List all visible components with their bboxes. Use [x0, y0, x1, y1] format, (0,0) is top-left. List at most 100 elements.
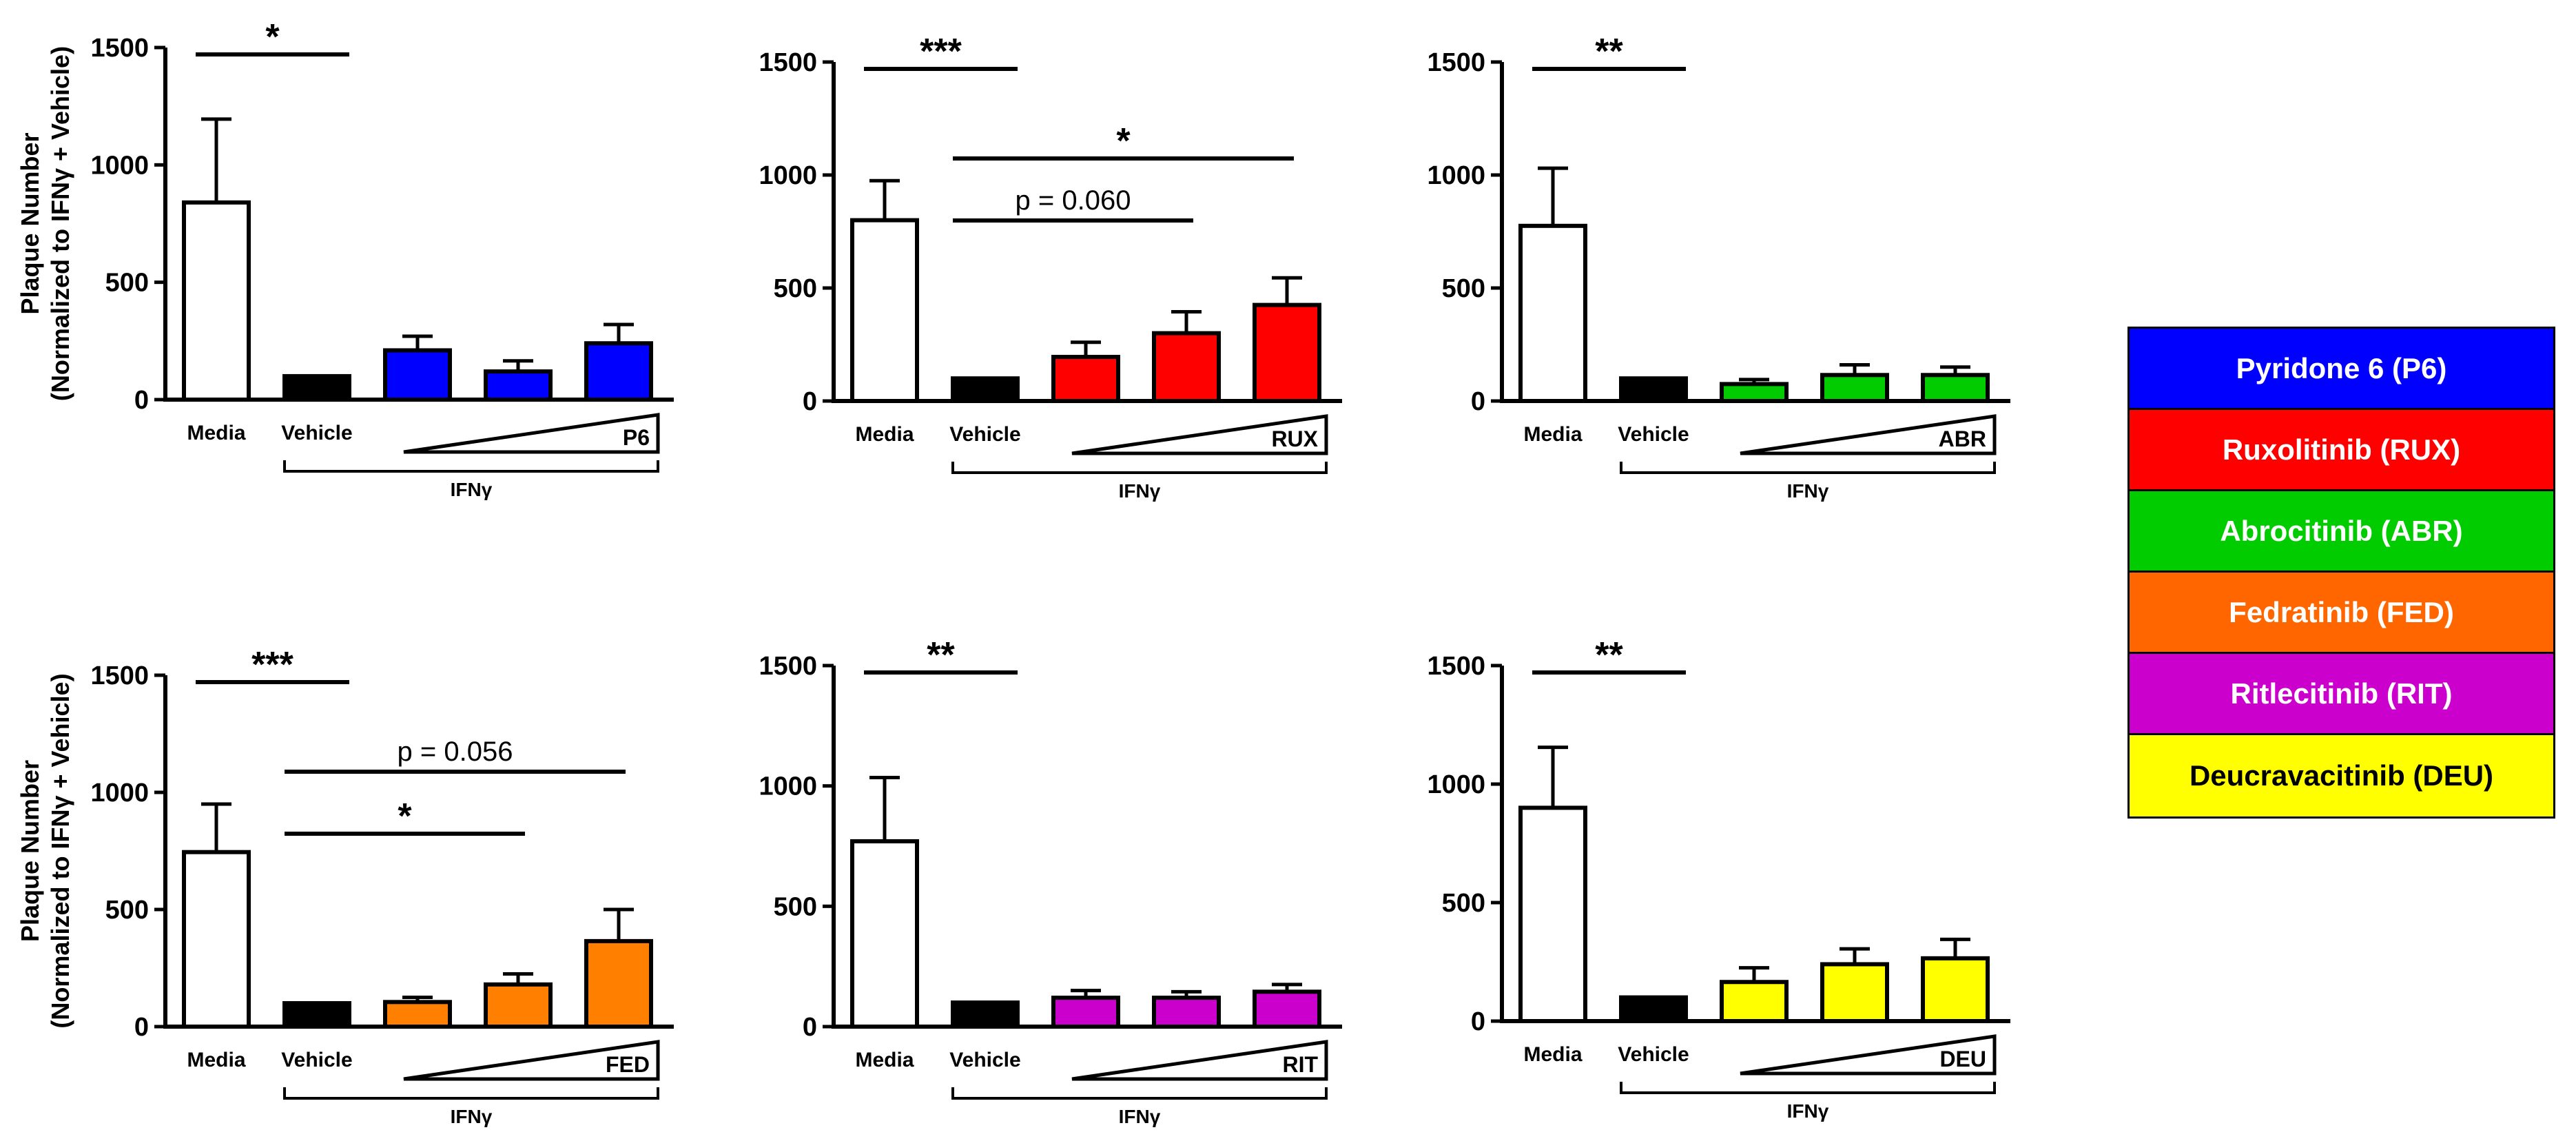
dose-ramp	[1071, 1040, 1328, 1081]
bar-p6-high	[584, 341, 653, 402]
dose-ramp	[1740, 1034, 1997, 1076]
panel-rux: 0 500 1000 1500 Media Vehicle RUX IFNγ *** p = 0.…	[759, 32, 1342, 502]
x-tick-label: Media	[187, 422, 245, 444]
y-tick-label: 1500	[759, 48, 817, 77]
dose-ramp-label: RUX	[1271, 426, 1318, 451]
panel-rit: 0 500 1000 1500 Media Vehicle RIT IFNγ **	[759, 635, 1342, 1127]
bar-media	[182, 200, 251, 402]
bar-vehicle	[1619, 376, 1688, 404]
x-tick-label: Vehicle	[281, 1049, 352, 1071]
x-tick-label: Vehicle	[949, 423, 1020, 446]
legend-item-p6: Pyridone 6 (P6)	[2130, 329, 2553, 410]
significance-label: *	[1116, 121, 1131, 161]
panel-p6: 0 500 1000 1500 Plaque Number (Normalized to …	[16, 17, 674, 500]
bar-abr-high	[1921, 373, 1990, 404]
drug-legend: Pyridone 6 (P6) Ruxolitinib (RUX) Abroci…	[2127, 327, 2555, 819]
y-tick-label: 0	[134, 386, 149, 415]
y-tick-label: 0	[1471, 387, 1485, 416]
dose-ramp-label: P6	[623, 425, 650, 450]
y-tick-label: 0	[803, 1013, 817, 1042]
bar-rux-low	[1051, 355, 1120, 403]
bar-fed-mid	[484, 982, 553, 1029]
significance-label: **	[1595, 635, 1623, 675]
group-label: IFNγ	[451, 479, 493, 500]
x-tick-label: Vehicle	[1618, 1043, 1689, 1066]
bar-rux-mid	[1152, 331, 1221, 404]
ifn-bracket	[283, 1087, 659, 1100]
y-axis-label: Plaque Number	[16, 132, 44, 314]
bar-deu-mid	[1820, 962, 1889, 1023]
y-axis-label-sub: (Normalized to IFNγ + Vehicle)	[46, 673, 74, 1028]
bar-abr-mid	[1820, 373, 1889, 404]
panel-deu: 0 500 1000 1500 Media Vehicle DEU IFNγ **	[1427, 635, 2010, 1122]
dose-ramp-label: DEU	[1939, 1047, 1986, 1071]
bar-media	[182, 850, 251, 1029]
panel-abr: 0 500 1000 1500 Media Vehicle ABR IFNγ **	[1427, 32, 2010, 502]
y-tick-label: 1000	[759, 161, 817, 190]
y-tick-label: 1000	[1427, 161, 1485, 190]
group-label: IFNγ	[1787, 480, 1829, 502]
significance-label: *	[398, 796, 412, 836]
ifn-bracket	[951, 1087, 1328, 1100]
y-tick-label: 1500	[90, 661, 149, 690]
y-tick-label: 1000	[90, 779, 149, 808]
dose-ramp	[403, 1040, 660, 1081]
x-tick-label: Vehicle	[281, 422, 352, 444]
legend-item-deu: Deucravacitinib (DEU)	[2130, 735, 2553, 816]
y-tick-label: 0	[803, 387, 817, 416]
y-tick-label: 1000	[759, 772, 817, 801]
y-tick-label: 500	[105, 269, 149, 298]
y-tick-label: 1500	[759, 652, 817, 681]
significance-label: *	[265, 17, 280, 57]
dose-ramp	[1740, 414, 1997, 455]
group-label: IFNγ	[451, 1106, 493, 1127]
bar-media	[1518, 805, 1587, 1024]
dose-ramp-label: RIT	[1282, 1052, 1318, 1077]
bar-p6-mid	[484, 369, 553, 402]
x-tick-label: Media	[855, 1049, 914, 1071]
ifn-bracket	[1620, 462, 1996, 474]
significance-label: ***	[251, 645, 293, 685]
x-tick-label: Media	[855, 423, 914, 446]
y-tick-label: 500	[774, 892, 817, 921]
ifn-bracket	[283, 460, 659, 473]
x-tick-label: Media	[187, 1049, 245, 1071]
ifn-bracket	[951, 462, 1328, 474]
bar-media	[850, 218, 919, 403]
bar-rit-low	[1051, 996, 1120, 1029]
legend-item-fed: Fedratinib (FED)	[2130, 573, 2553, 654]
group-label: IFNγ	[1119, 480, 1161, 502]
bar-media	[850, 839, 919, 1029]
bar-rit-mid	[1152, 996, 1221, 1029]
dose-ramp-label: ABR	[1939, 426, 1986, 451]
bar-fed-low	[383, 1000, 452, 1029]
group-label: IFNγ	[1119, 1106, 1161, 1127]
y-tick-label: 1500	[1427, 48, 1485, 77]
legend-item-abr: Abrocitinib (ABR)	[2130, 491, 2553, 573]
y-tick-label: 1000	[90, 151, 149, 180]
significance-label: p = 0.056	[398, 737, 513, 767]
group-label: IFNγ	[1787, 1100, 1829, 1122]
bar-vehicle	[282, 373, 351, 402]
significance-label: p = 0.060	[1016, 185, 1131, 216]
y-tick-label: 0	[134, 1013, 149, 1042]
y-axis-label-sub: (Normalized to IFNγ + Vehicle)	[46, 46, 74, 401]
bar-rux-high	[1253, 302, 1321, 403]
dose-ramp-label: FED	[606, 1052, 650, 1077]
legend-item-rit: Ritlecitinib (RIT)	[2130, 654, 2553, 735]
x-tick-label: Media	[1523, 423, 1582, 446]
bar-deu-low	[1720, 980, 1789, 1023]
bar-vehicle	[1619, 995, 1688, 1023]
x-tick-label: Vehicle	[1618, 423, 1689, 446]
significance-label: **	[927, 635, 955, 675]
bar-fed-high	[584, 938, 653, 1029]
bar-vehicle	[951, 376, 1020, 404]
y-tick-label: 500	[1442, 889, 1485, 918]
y-axis-label: Plaque Number	[16, 760, 44, 942]
x-tick-label: Media	[1523, 1043, 1582, 1066]
y-tick-label: 1500	[1427, 652, 1485, 681]
bar-abr-low	[1720, 382, 1789, 404]
y-tick-label: 1000	[1427, 770, 1485, 799]
bar-media	[1518, 223, 1587, 403]
significance-label: ***	[920, 32, 962, 72]
